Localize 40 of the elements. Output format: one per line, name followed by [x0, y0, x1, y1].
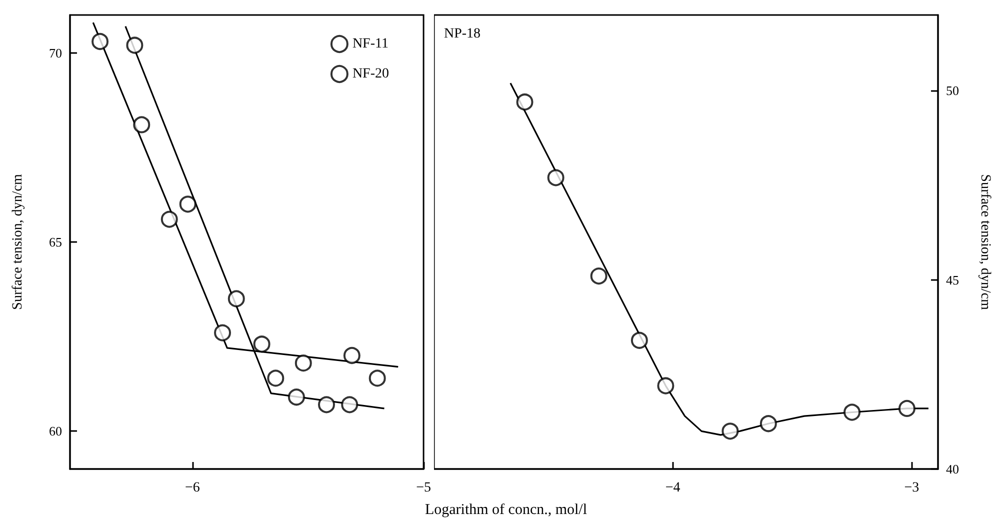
point [657, 377, 674, 394]
point [844, 404, 861, 421]
point [630, 332, 648, 349]
y-axis-title: Surface tension, dyn/cm [10, 174, 26, 310]
point [214, 324, 232, 342]
point [288, 388, 305, 406]
point [547, 169, 564, 186]
annotation: NP-18 [444, 26, 481, 42]
point [760, 415, 777, 432]
point [267, 370, 284, 387]
x-axis-title: Logarithm of concn., mol/l [424, 502, 588, 519]
point [133, 116, 150, 134]
y-tick-label: 65 [49, 234, 62, 250]
point [722, 422, 739, 440]
y-tick-label: 60 [49, 424, 62, 439]
legend-label: NF-20 [352, 66, 390, 82]
point [228, 290, 245, 308]
point [253, 336, 270, 353]
point [160, 210, 178, 228]
point [590, 268, 608, 285]
point [343, 347, 360, 364]
point [898, 400, 916, 417]
x-tick-label: −4 [665, 480, 680, 496]
legend-label: NF-11 [352, 36, 388, 52]
point [294, 354, 312, 372]
y2-tick-label: 45 [946, 272, 959, 288]
y2-axis-title: Surface tension, dyn/cm [978, 174, 992, 310]
x-tick-label: −3 [904, 480, 920, 496]
y2-tick-label: 50 [946, 83, 959, 98]
point [179, 196, 196, 213]
point [516, 94, 534, 111]
x-tick-label: −6 [185, 480, 200, 496]
x-tick-label: −5 [416, 480, 432, 496]
point [341, 396, 358, 414]
point [368, 370, 386, 387]
point [92, 32, 109, 50]
y-tick-label: 70 [49, 45, 62, 60]
y2-tick-label: 40 [946, 462, 959, 476]
point [318, 396, 335, 414]
point [126, 36, 144, 54]
